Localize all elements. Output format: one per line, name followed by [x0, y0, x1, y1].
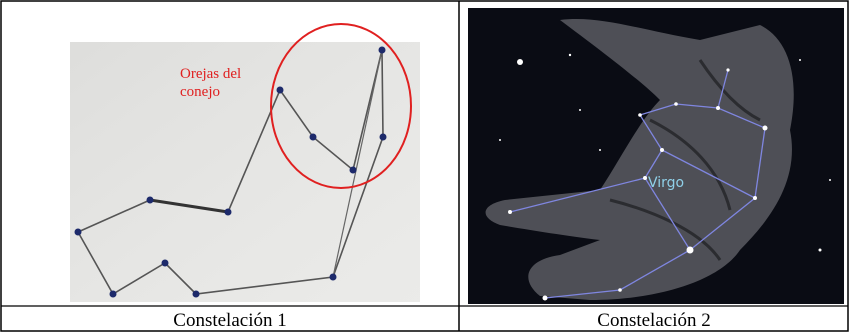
annotation: conejo: [180, 84, 220, 100]
annotation: Orejas del: [180, 66, 241, 82]
figure-table: Orejas del conejo Virgo Constelación 1 C…: [0, 0, 849, 332]
sketch-photo: Orejas del conejo: [70, 24, 420, 302]
caption: Constelación 2: [597, 310, 710, 331]
sky-image: Virgo: [468, 8, 844, 304]
constellation-label: Virgo: [648, 175, 684, 191]
caption: Constelación 1: [173, 310, 286, 331]
page: Orejas del conejo Virgo Constelación 1 C…: [0, 0, 849, 332]
